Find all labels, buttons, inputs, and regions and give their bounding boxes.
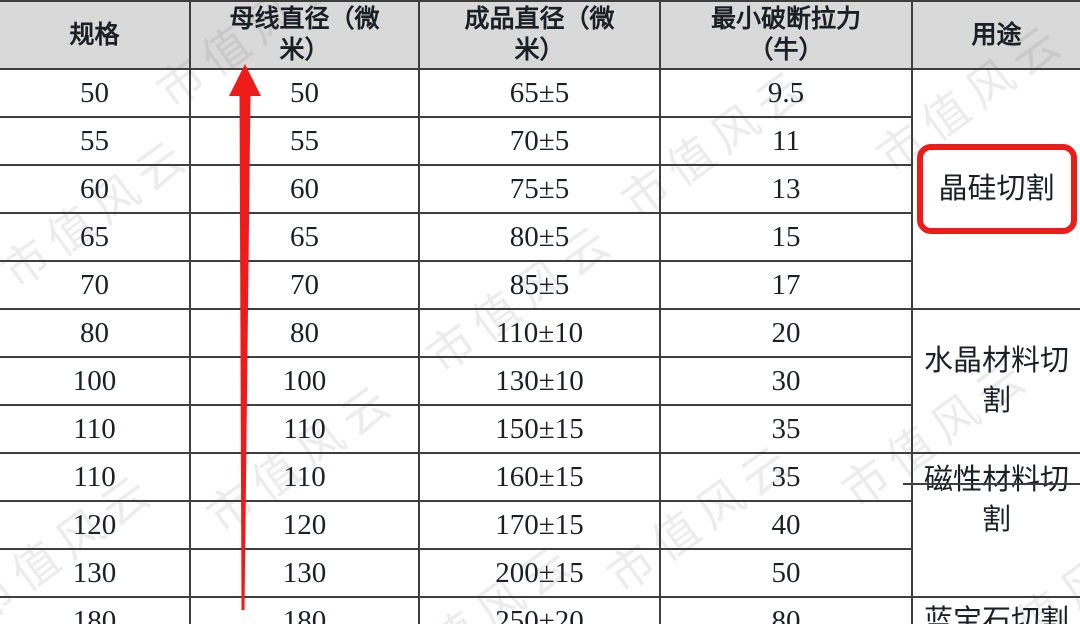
spec-cell: 60 bbox=[0, 164, 191, 214]
product-cell: 150±15 bbox=[418, 404, 661, 454]
wire-cell: 180 bbox=[189, 596, 420, 624]
header-product-diameter-line1: 成品直径（微 bbox=[464, 6, 615, 33]
red-highlight-box: 晶硅切割 bbox=[916, 144, 1077, 234]
wire-cell: 70 bbox=[189, 260, 420, 310]
header-spec: 规格 bbox=[0, 0, 191, 70]
force-cell: 30 bbox=[659, 356, 912, 406]
wire-cell: 50 bbox=[189, 68, 420, 118]
table-row: 65 65 80±5 15 bbox=[0, 212, 1080, 262]
spec-cell: 130 bbox=[0, 548, 191, 598]
table-seam-line bbox=[903, 483, 1080, 485]
table-row: 110 110 150±15 35 bbox=[0, 404, 1080, 454]
table-row: 55 55 70±5 11 bbox=[0, 116, 1080, 166]
header-usage: 用途 bbox=[911, 0, 1080, 70]
spec-cell: 55 bbox=[0, 116, 191, 166]
spec-cell: 80 bbox=[0, 308, 191, 358]
spec-cell: 65 bbox=[0, 212, 191, 262]
usage-cell-crystal: 水晶材料切 割 bbox=[911, 308, 1080, 454]
wire-cell: 120 bbox=[189, 500, 420, 550]
table-row: 120 120 170±15 40 bbox=[0, 500, 1080, 550]
product-cell: 170±15 bbox=[418, 500, 661, 550]
force-cell: 80 bbox=[659, 596, 913, 624]
usage-label-crystal-line1: 水晶材料切 bbox=[923, 345, 1069, 377]
header-breaking-force: 最小破断拉力 （牛） bbox=[659, 0, 913, 70]
header-breaking-force-line2: （牛） bbox=[748, 37, 824, 64]
usage-cell-sapphire: 蓝宝石切割 bbox=[911, 596, 1080, 624]
table-row: 50 50 65±5 9.5 晶硅切割 bbox=[0, 68, 1080, 310]
table-row: 100 100 130±10 30 bbox=[0, 356, 1080, 406]
wire-cell: 55 bbox=[189, 116, 420, 166]
product-cell: 70±5 bbox=[418, 116, 661, 166]
spec-cell: 110 bbox=[0, 404, 191, 454]
header-breaking-force-line1: 最小破断拉力 bbox=[710, 6, 861, 33]
header-usage-label: 用途 bbox=[971, 21, 1022, 49]
product-cell: 160±15 bbox=[418, 452, 661, 502]
header-product-diameter: 成品直径（微 米） bbox=[418, 0, 661, 70]
wire-cell: 65 bbox=[189, 212, 420, 262]
force-cell: 40 bbox=[659, 500, 912, 550]
wire-cell: 60 bbox=[189, 164, 420, 214]
product-cell: 130±10 bbox=[418, 356, 661, 406]
force-cell: 15 bbox=[659, 212, 912, 262]
force-cell: 50 bbox=[659, 548, 912, 598]
spec-cell: 110 bbox=[0, 452, 191, 502]
product-cell: 65±5 bbox=[418, 68, 661, 118]
usage-label-crystal-line2: 割 bbox=[981, 385, 1011, 417]
usage-cell-magnetic: 磁性材料切 割 bbox=[911, 452, 1080, 598]
force-cell: 35 bbox=[659, 404, 912, 454]
usage-label-magnetic-line1: 磁性材料切 bbox=[923, 464, 1069, 496]
spec-cell: 180 bbox=[0, 596, 191, 624]
spec-cell: 50 bbox=[0, 68, 191, 118]
force-cell: 13 bbox=[659, 164, 912, 214]
force-cell: 11 bbox=[659, 116, 912, 166]
force-cell: 17 bbox=[659, 260, 912, 310]
product-cell: 250±20 bbox=[418, 596, 661, 624]
table-row: 80 80 110±10 20 水晶材料切 割 bbox=[0, 308, 1080, 454]
usage-label-sapphire: 蓝宝石切割 bbox=[923, 605, 1069, 624]
table-row: 110 110 160±15 35 磁性材料切 割 bbox=[0, 452, 1080, 598]
product-cell: 85±5 bbox=[418, 260, 661, 310]
spec-cell: 70 bbox=[0, 260, 191, 310]
header-wire-diameter-line2: 米） bbox=[279, 37, 330, 64]
table-row: 60 60 75±5 13 bbox=[0, 164, 1080, 214]
wire-cell: 110 bbox=[189, 404, 420, 454]
header-spec-label: 规格 bbox=[69, 21, 120, 49]
header-row: 规格 母线直径（微 米） 成品直径（微 米） 最小破断拉力 （牛） 用途 bbox=[0, 0, 1080, 70]
force-cell: 35 bbox=[659, 452, 913, 502]
force-cell: 9.5 bbox=[659, 68, 913, 118]
product-cell: 110±10 bbox=[418, 308, 661, 358]
wire-cell: 110 bbox=[189, 452, 420, 502]
usage-label-magnetic-line2: 割 bbox=[981, 504, 1011, 536]
wire-cell: 100 bbox=[189, 356, 420, 406]
force-cell: 20 bbox=[659, 308, 913, 358]
spec-cell: 120 bbox=[0, 500, 191, 550]
product-cell: 80±5 bbox=[418, 212, 661, 262]
wire-cell: 80 bbox=[189, 308, 420, 358]
table-row: 130 130 200±15 50 bbox=[0, 548, 1080, 598]
table-row: 180 180 250±20 80 蓝宝石切割 bbox=[0, 596, 1080, 624]
product-cell: 75±5 bbox=[418, 164, 661, 214]
usage-cell-silicon: 晶硅切割 bbox=[911, 68, 1080, 310]
header-wire-diameter-line1: 母线直径（微 bbox=[229, 6, 380, 33]
product-cell: 200±15 bbox=[418, 548, 661, 598]
usage-label-silicon: 晶硅切割 bbox=[938, 173, 1055, 205]
header-product-diameter-line2: 米） bbox=[514, 37, 565, 64]
spec-cell: 100 bbox=[0, 356, 191, 406]
table-row: 70 70 85±5 17 bbox=[0, 260, 1080, 310]
header-wire-diameter: 母线直径（微 米） bbox=[189, 0, 420, 70]
wire-cell: 130 bbox=[189, 548, 420, 598]
